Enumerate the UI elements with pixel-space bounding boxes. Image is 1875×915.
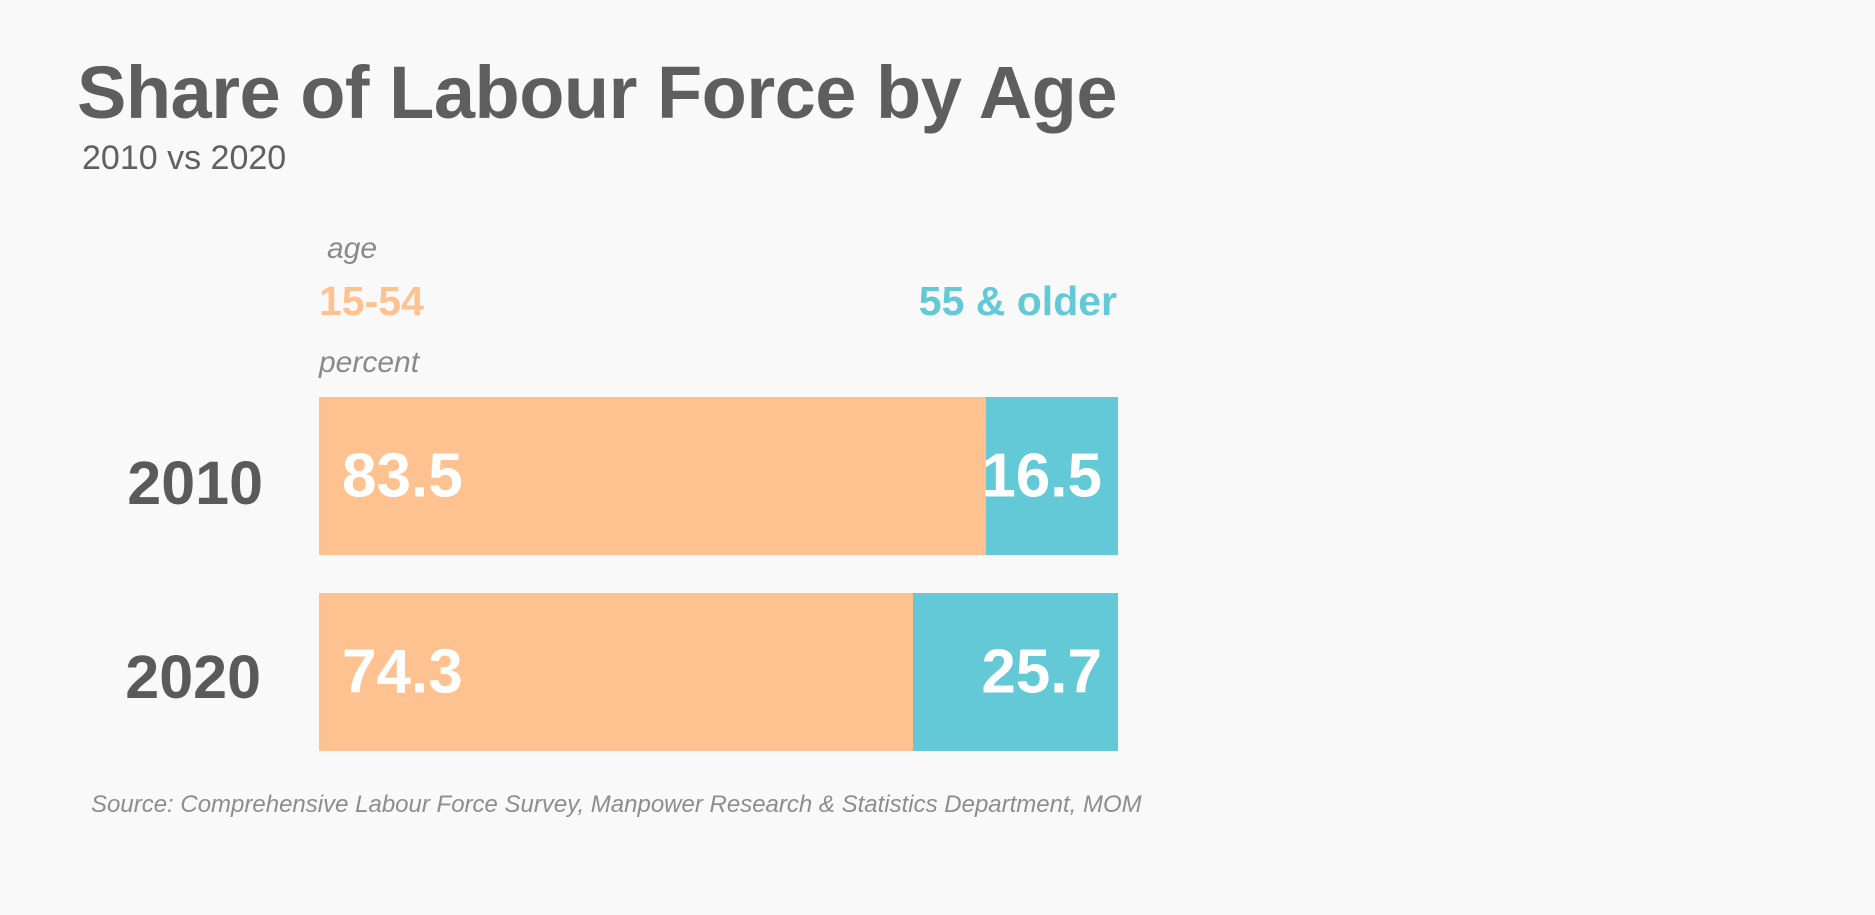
data-label-2010-15-54: 83.5: [342, 441, 463, 511]
bar-2010-55-older: 16.5: [981, 397, 1118, 555]
bar-row-2020: 74.3 25.7: [319, 593, 1118, 751]
data-label-2010-55-older: 16.5: [981, 441, 1102, 511]
legend-entry-15-54: 15-54: [319, 278, 424, 324]
chart-title: Share of Labour Force by Age: [77, 51, 1118, 134]
data-label-2020-15-54: 74.3: [342, 637, 463, 707]
legend-title: age: [327, 232, 378, 265]
source-note: Source: Comprehensive Labour Force Surve…: [91, 791, 1142, 818]
bar-row-2010: 83.5 16.5: [319, 397, 1118, 555]
bar-2020-15-54: 74.3: [319, 593, 913, 751]
data-label-2020-55-older: 25.7: [981, 637, 1102, 707]
chart-subtitle: 2010 vs 2020: [82, 139, 287, 177]
bar-area: 83.5 16.5 74.3 25.7: [319, 397, 1118, 751]
legend-entry-55-older: 55 & older: [918, 278, 1117, 324]
bar-2010-15-54: 83.5: [319, 397, 986, 555]
value-unit-label: percent: [319, 346, 420, 379]
category-label-2010: 2010: [127, 449, 263, 517]
category-label-2020: 2020: [125, 643, 261, 711]
bar-2020-55-older: 25.7: [913, 593, 1118, 751]
